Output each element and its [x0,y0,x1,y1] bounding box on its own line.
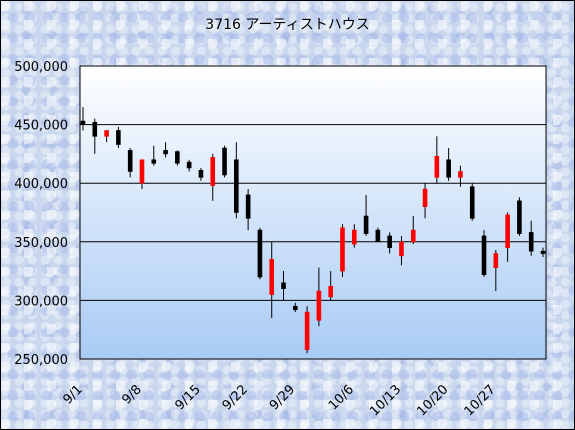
candle-body [281,282,286,289]
candle-body [104,130,109,137]
candle-body [80,120,86,125]
candle-body [375,229,381,243]
x-tick-label: 10/13 [367,382,404,419]
candle-body [434,155,440,178]
candle-body [316,290,322,321]
y-tick-label: 500,000 [14,60,68,75]
plot-area [79,65,547,360]
candle [481,230,487,277]
y-tick-label: 350,000 [14,236,68,251]
x-tick-label: 10/20 [414,382,451,419]
candle-body [458,171,463,178]
candle [328,271,333,301]
x-tick-label: 9/8 [119,382,144,407]
candle [234,142,239,219]
candle-body [446,159,451,178]
candle-body [328,286,333,298]
x-tick-label: 10/27 [462,382,499,419]
candle-body [175,151,180,164]
candle-body [163,150,168,155]
candle [186,159,192,172]
candle [222,145,227,178]
candle-body [245,194,251,219]
x-tick-label: 10/6 [326,382,357,413]
candle [127,148,133,178]
candle-body [304,311,310,350]
candle [269,241,275,318]
candle [116,126,121,149]
candle [434,136,440,184]
x-tick-label: 9/15 [173,382,204,413]
candle [175,150,180,166]
candle-body [186,161,192,169]
y-tick-label: 300,000 [14,294,68,309]
candle-body [505,214,510,248]
chart-title: 3716 アーティストハウス [205,17,370,33]
candle-body [127,150,133,172]
x-tick-label: 9/29 [267,382,298,413]
candle [104,130,109,143]
candle-body [257,229,263,278]
candle [139,159,145,190]
candle-body [351,229,357,245]
candle-body [293,305,298,311]
candle-body [387,235,392,248]
candle [210,153,216,201]
candle [505,212,510,262]
candle [387,232,392,254]
candle [399,235,404,266]
candle [304,306,310,354]
candle [151,145,157,166]
x-tick-label: 9/1 [60,382,85,407]
candle-body [528,232,534,252]
candle-body [481,235,487,275]
candle [281,271,286,301]
candle [351,224,357,248]
candle-body [151,159,157,164]
candle-body [139,159,145,184]
candle [92,118,98,154]
candle [363,194,369,236]
candle [517,197,522,236]
candle [493,250,499,292]
candle-body [469,186,475,219]
y-tick-label: 450,000 [14,119,68,134]
candle [446,148,451,181]
candle [198,167,204,181]
candle-body [540,250,546,254]
candle [245,189,251,231]
candle [528,220,534,256]
candle-body [517,200,522,234]
candle-body [222,147,227,176]
candle [375,227,381,243]
candle [316,267,322,327]
candle-body [340,227,345,272]
candle [340,224,345,277]
candle [293,302,298,313]
candle-body [116,130,121,145]
y-tick-label: 250,000 [14,353,68,368]
candle-body [210,157,216,186]
candle [410,216,416,245]
candle [458,165,463,187]
candle-body [410,229,416,243]
candle [469,183,475,221]
candle [163,142,168,158]
candle-body [363,215,369,234]
candle [422,183,428,219]
candle-body [234,159,239,213]
candle [80,107,86,131]
candle-body [399,241,404,257]
candle-body [198,170,204,178]
candle-body [422,188,428,207]
x-tick-label: 9/22 [220,382,251,413]
candle [540,247,546,258]
y-tick-label: 400,000 [14,177,68,192]
candle-body [493,253,499,268]
candle [257,227,263,280]
candle-body [269,259,275,295]
candle-body [92,121,98,137]
